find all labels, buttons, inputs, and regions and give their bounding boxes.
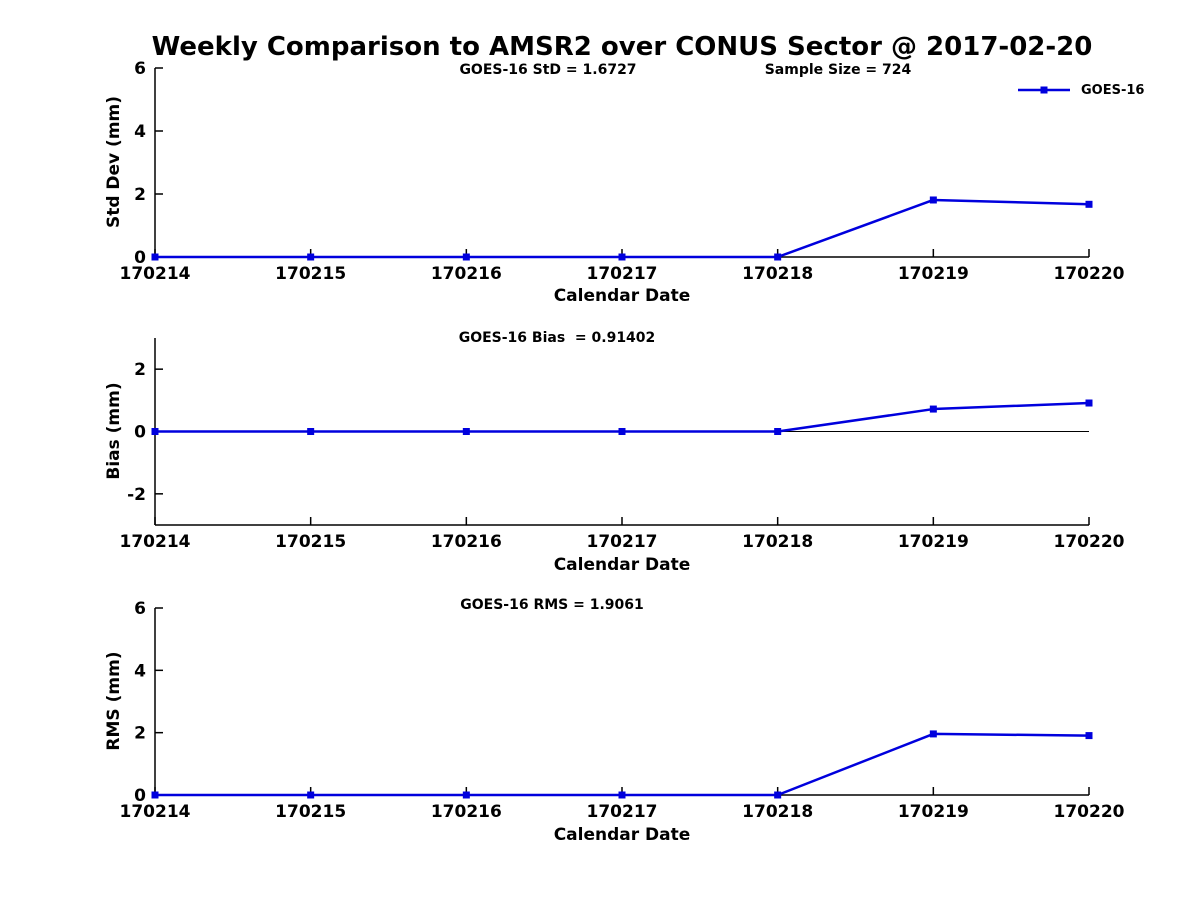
xlabel-top: Calendar Date (553, 286, 691, 306)
rms-stat-text: GOES-16 RMS = 1.9061 (460, 597, 644, 613)
x-tick-label: 170219 (898, 802, 969, 822)
data-point (774, 791, 782, 799)
x-tick-label: 170218 (742, 802, 813, 822)
data-point (462, 253, 470, 261)
x-tick-label: 170214 (120, 532, 191, 552)
figure-title: Weekly Comparison to AMSR2 over CONUS Se… (151, 32, 1093, 62)
x-tick-label: 170215 (275, 532, 346, 552)
series-line-std-dev (155, 198, 1090, 259)
legend-marker-icon (1040, 86, 1048, 94)
x-tick-label: 170217 (587, 264, 658, 284)
data-point (929, 405, 937, 413)
x-tick-label: 170218 (742, 532, 813, 552)
data-point (307, 253, 315, 261)
x-tick-label: 170219 (898, 264, 969, 284)
x-tick-label: 170216 (431, 264, 502, 284)
x-tick-label: 170217 (587, 802, 658, 822)
plot-bias: -2 0 2 170214 170215 170216 170217 170218 170219… (120, 338, 1125, 552)
x-tick-label: 170215 (275, 264, 346, 284)
stddev-stat-text: GOES-16 StD = 1.6727 (459, 62, 637, 78)
x-tick-label: 170214 (120, 264, 191, 284)
data-point (774, 253, 782, 261)
x-tick-label: 170218 (742, 264, 813, 284)
series-line-bias (155, 401, 1090, 433)
data-point (774, 428, 782, 435)
data-point (151, 428, 159, 435)
data-point (1085, 732, 1093, 740)
y-tick-label: 2 (134, 360, 146, 380)
y-tick-label: 4 (134, 122, 146, 142)
data-point (307, 791, 315, 799)
ylabel-bias: Bias (mm) (104, 382, 124, 480)
x-tick-label: 170220 (1054, 532, 1125, 552)
data-point (618, 791, 626, 799)
data-point (1085, 399, 1093, 407)
data-point (462, 428, 470, 435)
x-tick-label: 170216 (431, 532, 502, 552)
y-tick-label: 0 (134, 248, 146, 268)
y-tick-label: -2 (127, 485, 146, 505)
xlabel-middle: Calendar Date (553, 555, 691, 575)
x-tick-label: 170217 (587, 532, 658, 552)
plot-std-dev: 0 2 4 6 170214 170215 170216 170217 170218 170219… (120, 59, 1125, 284)
bias-stat-text: GOES-16 Bias = 0.91402 (458, 330, 656, 346)
y-tick-label: 2 (134, 185, 146, 205)
xlabel-bottom: Calendar Date (553, 825, 691, 845)
ylabel-rms: RMS (mm) (104, 651, 124, 751)
x-tick-label: 170215 (275, 802, 346, 822)
x-tick-label: 170214 (120, 802, 191, 822)
y-tick-label: 0 (134, 423, 146, 443)
x-tick-label: 170220 (1054, 802, 1125, 822)
ylabel-std-dev: Std Dev (mm) (104, 95, 124, 229)
series-line-rms (155, 732, 1090, 797)
data-point (307, 428, 315, 435)
legend-label: GOES-16 (1081, 82, 1145, 98)
data-point (462, 791, 470, 799)
x-tick-label: 170219 (898, 532, 969, 552)
legend: GOES-16 (1016, 82, 1144, 98)
data-point (1085, 200, 1093, 208)
y-tick-label: 2 (134, 724, 146, 744)
data-point (618, 253, 626, 261)
data-point (151, 253, 159, 261)
x-tick-label: 170220 (1054, 264, 1125, 284)
y-tick-label: 4 (134, 661, 146, 681)
data-point (929, 196, 937, 204)
plot-rms: 0 2 4 6 170214 170215 170216 170217 170218 170219… (120, 599, 1125, 822)
data-point (151, 791, 159, 799)
y-tick-label: 6 (134, 59, 146, 79)
x-tick-label: 170216 (431, 802, 502, 822)
data-point (929, 730, 937, 738)
data-point (618, 428, 626, 435)
sample-size-text: Sample Size = 724 (764, 62, 912, 78)
y-tick-label: 0 (134, 786, 146, 806)
legend-line-sample (1018, 86, 1070, 94)
y-tick-label: 6 (134, 599, 146, 619)
